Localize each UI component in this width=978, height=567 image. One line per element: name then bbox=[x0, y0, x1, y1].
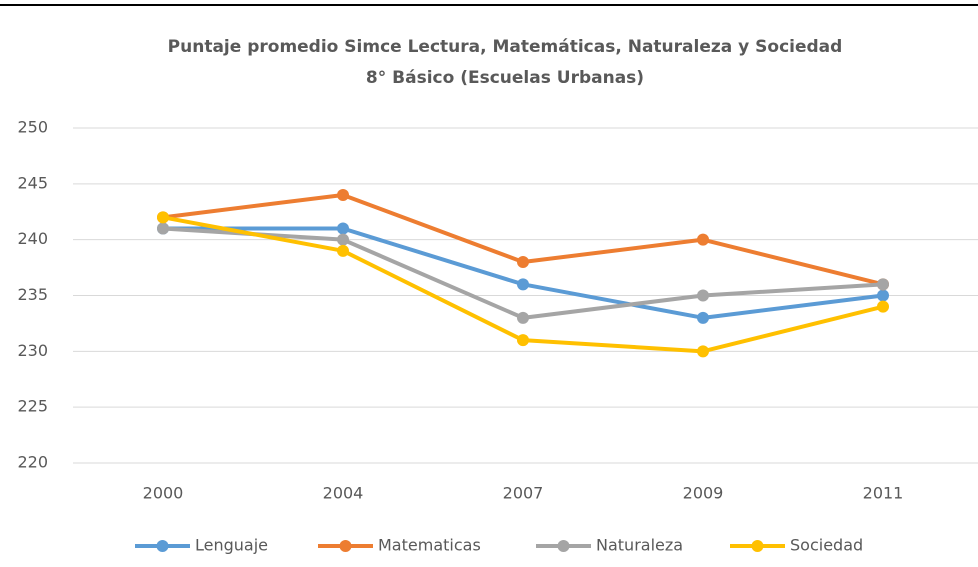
marker bbox=[697, 233, 709, 246]
marker bbox=[517, 278, 529, 291]
marker bbox=[337, 189, 349, 201]
marker bbox=[877, 300, 889, 313]
marker bbox=[697, 311, 709, 324]
x-tick-label: 2009 bbox=[683, 484, 724, 503]
legend-label: Sociedad bbox=[790, 536, 863, 555]
legend-marker bbox=[557, 540, 570, 552]
marker bbox=[157, 222, 169, 235]
marker bbox=[337, 222, 349, 235]
marker bbox=[337, 233, 349, 246]
marker bbox=[697, 345, 709, 358]
marker bbox=[697, 289, 709, 302]
chart-title: Puntaje promedio Simce Lectura, Matemáti… bbox=[168, 37, 843, 57]
marker bbox=[157, 211, 169, 224]
y-tick-label: 225 bbox=[17, 397, 48, 416]
marker bbox=[877, 289, 889, 302]
x-tick-label: 2004 bbox=[323, 484, 364, 503]
marker bbox=[337, 244, 349, 257]
legend-label: Matematicas bbox=[378, 536, 481, 555]
y-tick-label: 235 bbox=[17, 285, 48, 304]
marker bbox=[517, 334, 529, 347]
y-tick-label: 220 bbox=[17, 453, 48, 472]
legend-marker bbox=[156, 540, 169, 552]
x-tick-label: 2000 bbox=[143, 484, 184, 503]
x-tick-label: 2011 bbox=[863, 484, 904, 503]
y-tick-label: 250 bbox=[17, 118, 48, 137]
legend-label: Naturaleza bbox=[596, 536, 683, 555]
chart-subtitle: 8° Básico (Escuelas Urbanas) bbox=[366, 68, 644, 88]
y-tick-label: 245 bbox=[17, 173, 48, 192]
marker bbox=[877, 278, 889, 291]
y-tick-label: 230 bbox=[17, 341, 48, 360]
marker bbox=[517, 311, 529, 324]
y-tick-label: 240 bbox=[17, 229, 48, 248]
legend-label: Lenguaje bbox=[195, 536, 268, 555]
legend-marker bbox=[751, 540, 764, 552]
marker bbox=[517, 256, 529, 268]
legend-marker bbox=[339, 540, 352, 552]
x-tick-label: 2007 bbox=[503, 484, 544, 503]
